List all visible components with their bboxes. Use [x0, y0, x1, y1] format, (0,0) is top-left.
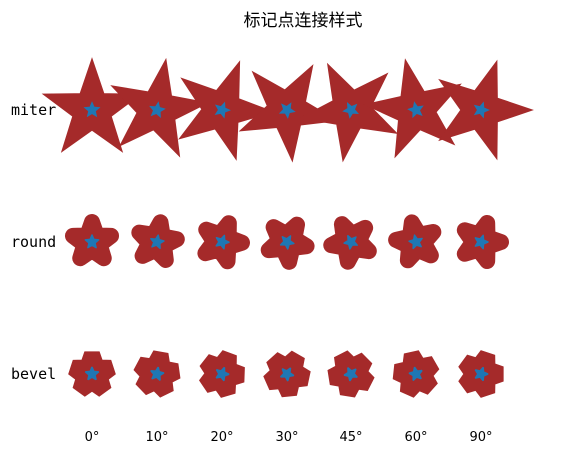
star-core-miter-20 [214, 101, 231, 119]
column-label-30: 30° [275, 430, 298, 445]
star-core-bevel-90 [474, 366, 489, 382]
star-core-round-90 [474, 234, 489, 250]
star-core-bevel-30 [280, 367, 295, 382]
star-core-bevel-10 [150, 366, 165, 381]
star-core-round-20 [215, 234, 230, 250]
star-core-miter-30 [278, 102, 296, 119]
star-core-round-45 [343, 235, 358, 250]
star-core-bevel-0 [84, 366, 100, 381]
star-core-miter-0 [83, 101, 101, 118]
row-label-bevel: bevel [11, 365, 56, 383]
row-label-round: round [11, 233, 56, 251]
column-label-20: 20° [210, 430, 233, 445]
column-labels: 0° 10° 20° 30° 45° 60° 90° [85, 430, 493, 445]
column-label-60: 60° [404, 430, 427, 445]
star-core-bevel-20 [215, 366, 230, 382]
star-core-round-0 [84, 234, 100, 249]
chart-title: 标记点连接样式 [244, 11, 363, 31]
star-core-round-30 [279, 235, 295, 250]
star-core-round-10 [150, 234, 165, 250]
star-core-miter-90 [473, 101, 490, 119]
column-label-0: 0° [85, 430, 100, 445]
star-core-bevel-45 [343, 367, 358, 382]
column-label-45: 45° [339, 430, 362, 445]
star-core-round-60 [408, 234, 423, 250]
star-core-bevel-60 [408, 366, 423, 381]
column-label-10: 10° [145, 430, 168, 445]
star-core-miter-60 [407, 101, 424, 119]
row-label-miter: miter [11, 101, 56, 119]
column-label-90: 90° [469, 430, 492, 445]
markers [41, 57, 534, 398]
star-core-miter-10 [149, 101, 166, 119]
star-core-miter-45 [342, 102, 359, 119]
row-labels: miter round bevel [11, 101, 56, 383]
